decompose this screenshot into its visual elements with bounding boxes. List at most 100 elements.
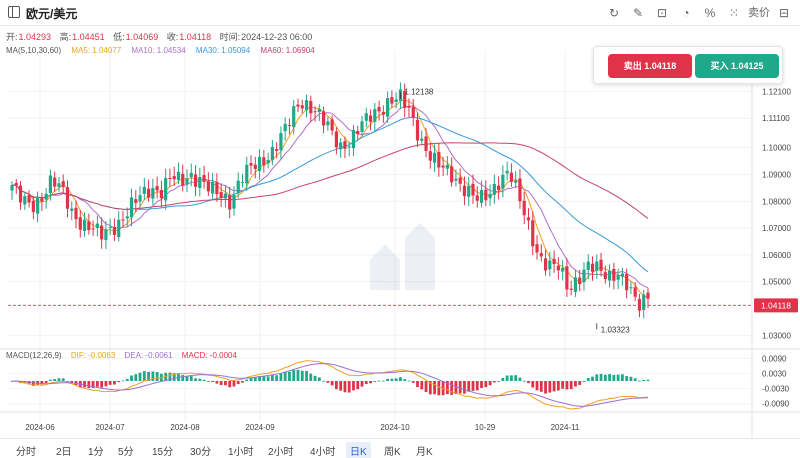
candle-up: [36, 196, 40, 214]
dea-line: [12, 362, 649, 407]
macd-histogram-bar: [66, 381, 69, 382]
macd-histogram-bar: [168, 372, 172, 381]
candle-up: [514, 180, 518, 183]
candle-up: [44, 193, 48, 200]
trade-panel: 卖出 1.04118 买入 1.04125: [593, 46, 783, 84]
price-tick-label: 1.07000: [762, 224, 791, 233]
candle-down: [646, 292, 650, 299]
macd-histogram-bar: [527, 381, 530, 384]
candle-down: [428, 151, 432, 161]
candle-down: [215, 182, 219, 195]
interval-tab[interactable]: 5分: [118, 447, 134, 458]
macd-histogram-bar: [23, 381, 27, 384]
edit-icon[interactable]: ✎: [632, 6, 644, 20]
macd-histogram-bar: [108, 381, 112, 385]
macd-histogram-bar: [142, 371, 146, 381]
low-annotation: 1.03323: [601, 325, 630, 334]
macd-histogram-bar: [484, 381, 488, 388]
macd-tick-label: -0.0090: [762, 400, 790, 409]
candle-down: [390, 97, 394, 104]
interval-tab[interactable]: 分时: [16, 447, 36, 458]
macd-panel: [10, 360, 650, 410]
macd-histogram-bar: [100, 381, 104, 388]
macd-histogram-bar: [471, 381, 475, 391]
open-value: 1.04293: [18, 32, 52, 42]
candle-down: [134, 199, 138, 204]
macd-histogram-bar: [181, 375, 185, 381]
macd-histogram-bar: [317, 377, 321, 381]
macd-histogram-bar: [616, 374, 620, 381]
macd-histogram-bar: [394, 378, 398, 381]
dea-value: DEA: -0.0061: [124, 351, 173, 360]
ma-legend: MA(5,10,30,60) MA5: 1.04077 MA10: 1.0453…: [6, 46, 323, 55]
time-tick-label: 2024-07: [95, 423, 125, 432]
ruler-icon[interactable]: ⊟: [778, 6, 790, 20]
refresh-icon[interactable]: ↻: [608, 6, 620, 20]
interval-tab[interactable]: 30分: [190, 447, 212, 458]
candle-up: [82, 219, 87, 232]
candle-up: [304, 100, 309, 111]
candle-down: [262, 157, 266, 166]
sell-button[interactable]: 卖出 1.04118: [608, 54, 692, 78]
candle-up: [151, 188, 155, 199]
candle-down: [471, 183, 475, 196]
buy-button[interactable]: 买入 1.04125: [695, 54, 779, 78]
interval-tab[interactable]: 1分: [88, 447, 104, 458]
pie-icon[interactable]: ◔: [682, 6, 690, 20]
macd-histogram-bar: [147, 371, 150, 381]
candle-down: [565, 266, 569, 290]
candle-down: [18, 185, 23, 203]
macd-histogram-bar: [381, 380, 385, 382]
interval-tab[interactable]: 1小时: [228, 447, 254, 458]
macd-histogram-bar: [117, 381, 121, 383]
macd-histogram-bar: [49, 379, 52, 381]
interval-tab[interactable]: 2小时: [268, 447, 294, 458]
candle-up: [467, 185, 471, 197]
price-chart[interactable]: 1.12100 1.11100 1.10000 1.09000 1.08000 1.070…: [0, 28, 800, 438]
candle-down: [518, 178, 522, 202]
macd-histogram-bar: [416, 381, 419, 388]
candle-up: [138, 195, 142, 202]
macd-histogram-bar: [561, 381, 565, 389]
macd-histogram-bar: [531, 381, 535, 388]
candle-down: [556, 265, 560, 271]
macd-histogram-bar: [91, 381, 95, 388]
candle-down: [228, 195, 232, 210]
macd-histogram-bar: [305, 371, 308, 381]
candle-up: [266, 159, 270, 164]
macd-label: MACD(12,26,9): [6, 351, 62, 360]
interval-tab-active[interactable]: 日K: [346, 442, 371, 458]
candle-down: [330, 119, 334, 131]
macd-histogram-bar: [215, 381, 219, 384]
macd-histogram-bar: [646, 379, 650, 381]
macd-histogram-bar: [463, 381, 466, 394]
interval-tab[interactable]: 周K: [384, 447, 401, 458]
macd-histogram-bar: [591, 376, 594, 381]
macd-histogram-bar: [403, 379, 407, 381]
macd-histogram-bar: [492, 381, 496, 383]
macd-histogram-bar: [556, 381, 560, 391]
macd-histogram-bar: [441, 381, 445, 396]
interval-tab[interactable]: 2日: [56, 447, 72, 458]
candle-up: [48, 175, 53, 193]
macd-histogram-bar: [262, 376, 266, 381]
time-tick-label: 2024-11: [551, 423, 580, 432]
macd-tick-label: 0.0030: [762, 369, 787, 378]
macd-histogram-bar: [339, 381, 343, 391]
candle-up: [432, 152, 437, 163]
grid-icon[interactable]: ⁙: [728, 6, 740, 20]
axes: 1.12100 1.11100 1.10000 1.09000 1.08000 1.070…: [0, 50, 800, 438]
interval-tab[interactable]: 月K: [416, 447, 433, 458]
price-tick-label: 1.10000: [762, 144, 791, 153]
candle-up: [211, 181, 215, 194]
interval-tab[interactable]: 15分: [152, 447, 174, 458]
sell-price-toggle[interactable]: 卖价: [748, 7, 770, 19]
candle-down: [377, 106, 381, 112]
bag-icon[interactable]: ⊡: [656, 6, 668, 20]
interval-tab[interactable]: 4小时: [310, 447, 336, 458]
candle-up: [454, 178, 458, 181]
macd-histogram-bar: [437, 381, 441, 396]
percent-icon[interactable]: %: [704, 6, 716, 20]
macd-value: MACD: -0.0004: [181, 351, 237, 360]
sidebar-toggle-icon[interactable]: [8, 6, 20, 18]
